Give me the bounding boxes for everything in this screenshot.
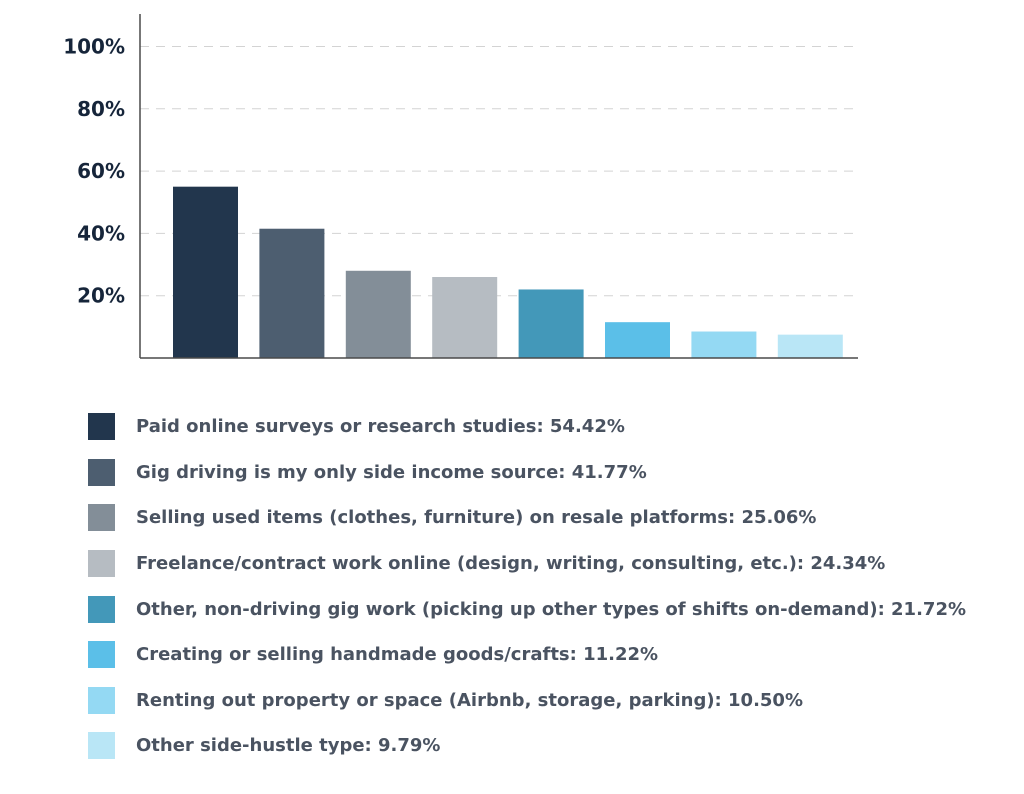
- legend-item: Selling used items (clothes, furniture) …: [88, 495, 966, 541]
- legend-label: Freelance/contract work online (design, …: [136, 553, 886, 575]
- legend-swatch: [88, 686, 115, 714]
- legend-label: Renting out property or space (Airbnb, s…: [136, 689, 803, 711]
- legend-item: Renting out property or space (Airbnb, s…: [88, 678, 966, 724]
- legend-label: Other, non-driving gig work (picking up …: [136, 598, 967, 620]
- bar: [605, 322, 670, 358]
- legend-swatch: [88, 595, 115, 623]
- y-tick-label: 100%: [63, 35, 125, 59]
- y-tick-label: 60%: [77, 159, 125, 183]
- legend-item: Gig driving is my only side income sourc…: [88, 450, 966, 496]
- legend-item: Creating or selling handmade goods/craft…: [88, 632, 966, 678]
- legend-swatch: [88, 458, 115, 486]
- legend-swatch: [88, 732, 115, 760]
- legend-item: Paid online surveys or research studies:…: [88, 404, 966, 450]
- legend-label: Gig driving is my only side income sourc…: [136, 461, 647, 483]
- bar-chart: 20% 40% 60% 80% 100%: [63, 14, 858, 359]
- gridlines: [140, 46, 858, 297]
- legend-label: Other side-hustle type: 9.79%: [136, 735, 441, 757]
- y-tick-label: 20%: [77, 284, 125, 308]
- legend-swatch: [88, 641, 115, 669]
- legend-swatch: [88, 550, 115, 578]
- legend: Paid online surveys or research studies:…: [88, 404, 966, 769]
- legend-item: Freelance/contract work online (design, …: [88, 541, 966, 587]
- y-axis-tick-labels: 20% 40% 60% 80% 100%: [63, 35, 125, 308]
- bar: [432, 277, 498, 358]
- legend-swatch: [88, 413, 115, 441]
- legend-item: Other, non-driving gig work (picking up …: [88, 586, 966, 632]
- y-tick-label: 80%: [77, 97, 125, 121]
- bar: [691, 331, 757, 358]
- legend-swatch: [88, 504, 115, 532]
- legend-label: Creating or selling handmade goods/craft…: [136, 644, 659, 666]
- legend-label: Paid online surveys or research studies:…: [136, 416, 625, 438]
- y-tick-label: 40%: [77, 221, 125, 245]
- bar: [173, 186, 238, 358]
- bar: [259, 228, 325, 358]
- legend-label: Selling used items (clothes, furniture) …: [136, 507, 817, 529]
- bar: [777, 334, 843, 358]
- bar: [345, 270, 411, 358]
- bar: [518, 289, 584, 358]
- legend-item: Other side-hustle type: 9.79%: [88, 723, 966, 769]
- bars: [173, 186, 843, 358]
